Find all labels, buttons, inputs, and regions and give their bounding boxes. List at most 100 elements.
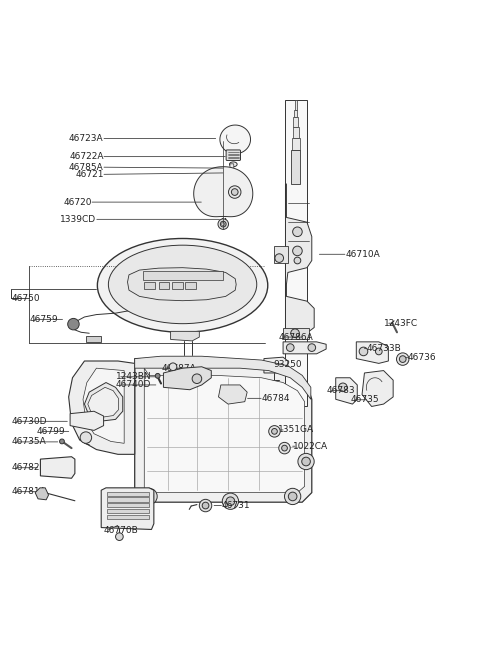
Text: 46730D: 46730D	[11, 417, 47, 426]
FancyBboxPatch shape	[230, 164, 234, 174]
Text: 46759: 46759	[29, 315, 58, 324]
Polygon shape	[336, 378, 357, 404]
Polygon shape	[194, 166, 253, 217]
Polygon shape	[86, 336, 101, 342]
Polygon shape	[135, 356, 311, 400]
Circle shape	[288, 492, 297, 501]
Polygon shape	[293, 128, 299, 138]
Circle shape	[308, 344, 316, 352]
Circle shape	[275, 253, 284, 263]
Polygon shape	[172, 282, 182, 290]
Circle shape	[60, 439, 64, 444]
Circle shape	[285, 489, 301, 504]
Circle shape	[396, 353, 409, 365]
Text: 1022CA: 1022CA	[293, 441, 328, 451]
Polygon shape	[158, 282, 169, 290]
Text: 46740D: 46740D	[116, 381, 151, 390]
Circle shape	[338, 383, 347, 392]
Polygon shape	[128, 268, 236, 301]
Polygon shape	[295, 100, 297, 110]
Circle shape	[220, 221, 226, 227]
Ellipse shape	[108, 245, 257, 324]
Circle shape	[116, 533, 123, 540]
Polygon shape	[144, 368, 305, 493]
Circle shape	[282, 445, 288, 451]
Text: 46799: 46799	[36, 427, 65, 436]
Polygon shape	[40, 457, 75, 478]
Polygon shape	[107, 497, 149, 502]
Polygon shape	[286, 184, 314, 337]
Circle shape	[291, 329, 300, 337]
Polygon shape	[274, 246, 288, 263]
Text: 1351GA: 1351GA	[278, 426, 314, 434]
Polygon shape	[88, 387, 119, 417]
Text: 1243FC: 1243FC	[384, 319, 418, 328]
Circle shape	[202, 502, 209, 509]
Polygon shape	[101, 488, 154, 529]
Polygon shape	[283, 342, 326, 354]
Polygon shape	[292, 138, 300, 151]
Polygon shape	[185, 282, 196, 290]
FancyBboxPatch shape	[226, 150, 240, 160]
Polygon shape	[107, 515, 149, 519]
Polygon shape	[264, 357, 288, 373]
Polygon shape	[283, 328, 310, 339]
Circle shape	[228, 186, 241, 198]
Circle shape	[218, 219, 228, 229]
Circle shape	[192, 374, 202, 383]
Ellipse shape	[229, 162, 237, 166]
Text: 46735A: 46735A	[11, 438, 46, 447]
Text: 46783: 46783	[326, 386, 355, 395]
Circle shape	[231, 189, 238, 195]
Circle shape	[156, 373, 160, 378]
Text: 46784: 46784	[262, 394, 290, 403]
Text: 46782: 46782	[11, 463, 40, 472]
Polygon shape	[107, 503, 149, 508]
Circle shape	[222, 493, 239, 510]
Circle shape	[287, 344, 294, 352]
Circle shape	[169, 363, 177, 371]
Circle shape	[145, 492, 154, 501]
Circle shape	[298, 453, 314, 470]
Text: 46721: 46721	[75, 170, 104, 179]
Polygon shape	[135, 358, 312, 502]
Circle shape	[399, 356, 406, 362]
Polygon shape	[294, 110, 298, 117]
Polygon shape	[107, 509, 149, 514]
Text: 93250: 93250	[274, 360, 302, 369]
Polygon shape	[362, 371, 393, 407]
Polygon shape	[163, 367, 211, 390]
Text: 46723A: 46723A	[69, 134, 104, 143]
Polygon shape	[286, 100, 307, 407]
Text: 46722A: 46722A	[69, 152, 104, 161]
Text: 46735: 46735	[350, 395, 379, 404]
Polygon shape	[70, 411, 104, 430]
Circle shape	[294, 257, 301, 264]
Text: 46770B: 46770B	[104, 527, 138, 535]
Polygon shape	[107, 492, 149, 496]
Polygon shape	[356, 342, 388, 364]
Circle shape	[68, 318, 79, 330]
Text: 46781A: 46781A	[11, 487, 46, 496]
Polygon shape	[84, 383, 123, 421]
Polygon shape	[220, 125, 251, 154]
Circle shape	[293, 227, 302, 236]
Text: 46787A: 46787A	[161, 364, 196, 373]
Circle shape	[293, 246, 302, 255]
Polygon shape	[69, 361, 135, 455]
Polygon shape	[291, 151, 300, 184]
Polygon shape	[144, 282, 155, 290]
Polygon shape	[170, 331, 199, 341]
Polygon shape	[293, 117, 299, 128]
Ellipse shape	[97, 238, 268, 332]
Circle shape	[269, 426, 280, 437]
Text: 46736: 46736	[408, 353, 437, 362]
Circle shape	[226, 497, 235, 506]
Circle shape	[222, 223, 225, 225]
Text: 1339CD: 1339CD	[60, 215, 96, 224]
Text: 46785A: 46785A	[69, 162, 104, 172]
Polygon shape	[83, 368, 124, 443]
Text: 46786A: 46786A	[278, 333, 313, 341]
Circle shape	[279, 442, 290, 454]
Text: 1243BN: 1243BN	[116, 372, 151, 381]
